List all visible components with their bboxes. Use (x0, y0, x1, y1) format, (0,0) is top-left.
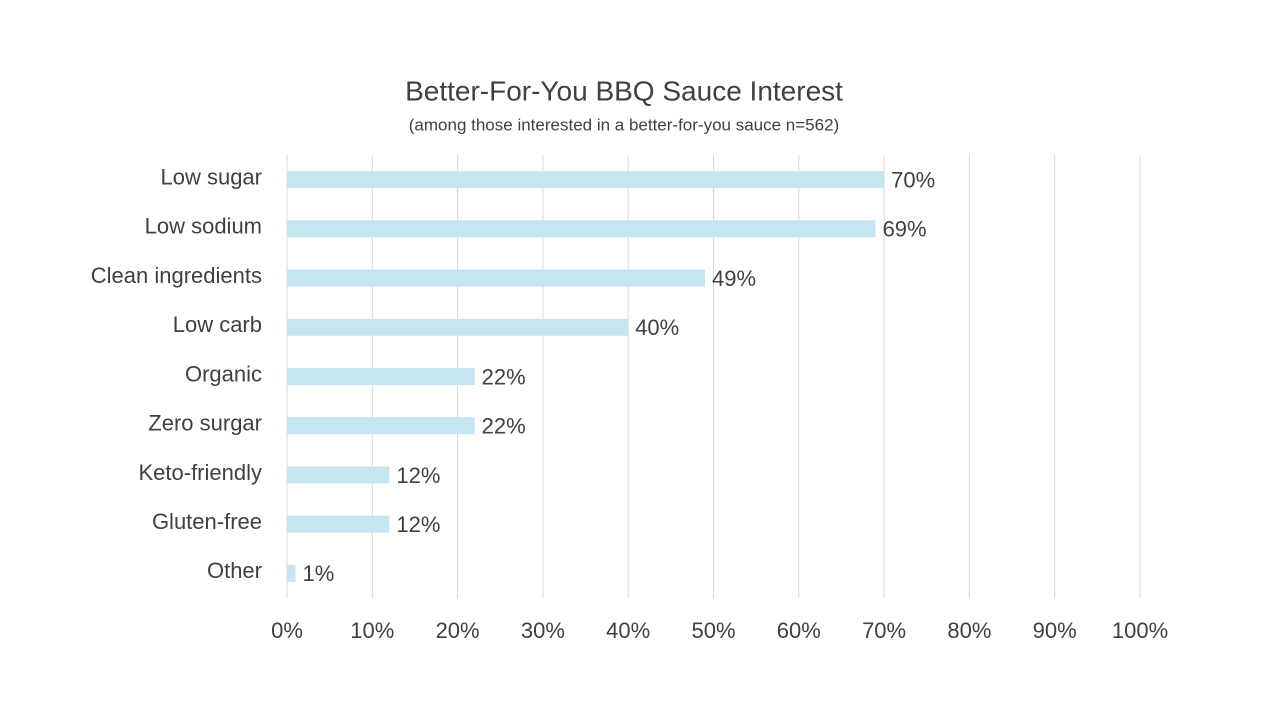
x-tick-label: 60% (777, 618, 821, 643)
y-tick-label: Other (207, 558, 262, 583)
data-label: 70% (891, 167, 935, 192)
y-tick-label: Keto-friendly (138, 460, 262, 485)
chart-title: Better-For-You BBQ Sauce Interest (405, 75, 843, 106)
x-tick-label: 70% (862, 618, 906, 643)
x-tick-label: 40% (606, 618, 650, 643)
x-tick-label: 90% (1033, 618, 1077, 643)
data-label: 12% (396, 512, 440, 537)
x-tick-label: 80% (947, 618, 991, 643)
data-label: 1% (303, 561, 335, 586)
bar (287, 220, 876, 238)
data-label: 22% (482, 414, 526, 439)
bar (287, 318, 629, 336)
bar (287, 564, 296, 582)
y-tick-label: Zero surgar (148, 411, 262, 436)
bar (287, 466, 390, 484)
y-tick-label: Low carb (173, 312, 262, 337)
data-label: 49% (712, 266, 756, 291)
x-tick-label: 100% (1112, 618, 1168, 643)
y-tick-label: Low sugar (160, 164, 262, 189)
y-tick-label: Organic (185, 361, 262, 386)
x-tick-label: 30% (521, 618, 565, 643)
y-tick-label: Low sodium (145, 214, 262, 239)
data-label: 40% (635, 315, 679, 340)
y-tick-label: Clean ingredients (91, 263, 262, 288)
chart-subtitle: (among those interested in a better-for-… (409, 115, 839, 134)
x-tick-label: 20% (436, 618, 480, 643)
bar (287, 269, 705, 287)
data-label: 22% (482, 364, 526, 389)
bar (287, 171, 885, 189)
x-tick-label: 10% (350, 618, 394, 643)
bar (287, 515, 390, 533)
data-label: 69% (883, 217, 927, 242)
y-tick-label: Gluten-free (152, 509, 262, 534)
bar (287, 368, 475, 385)
bar (287, 417, 475, 435)
data-label: 12% (396, 463, 440, 488)
x-tick-label: 50% (691, 618, 735, 643)
x-tick-label: 0% (271, 618, 303, 643)
